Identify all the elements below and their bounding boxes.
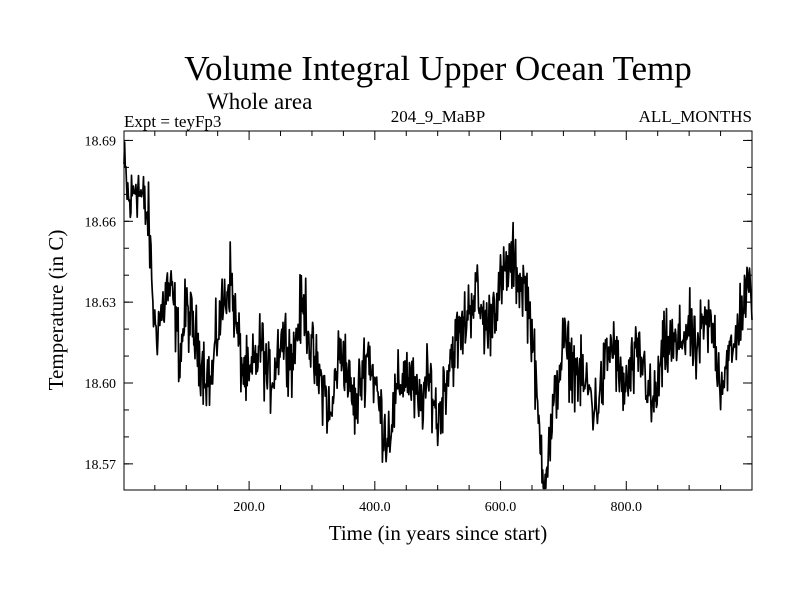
y-tick-label: 18.57 [85,458,117,473]
x-tick-label: 600.0 [485,500,517,515]
x-tick-label: 800.0 [611,500,643,515]
chart-title: Volume Integral Upper Ocean Temp [184,49,691,88]
series-line [123,141,753,490]
y-axis: 18.57 18.60 18.63 18.66 18.69 [85,134,752,473]
y-tick-label: 18.60 [85,377,117,392]
y-tick-label: 18.63 [85,296,117,311]
x-axis: 200.0 400.0 600.0 800.0 [154,131,722,515]
x-tick-label: 200.0 [233,500,265,515]
x-tick-label: 400.0 [359,500,391,515]
y-tick-label: 18.69 [85,134,117,149]
y-axis-label: Temperature (in C) [44,230,68,391]
x-axis-label: Time (in years since start) [329,521,548,545]
y-tick-label: 18.66 [85,215,117,230]
chart-subtitle: Whole area [207,89,312,114]
run-label: 204_9_MaBP [391,107,485,126]
months-label: ALL_MONTHS [639,107,752,126]
experiment-label: Expt = teyFp3 [124,112,221,131]
